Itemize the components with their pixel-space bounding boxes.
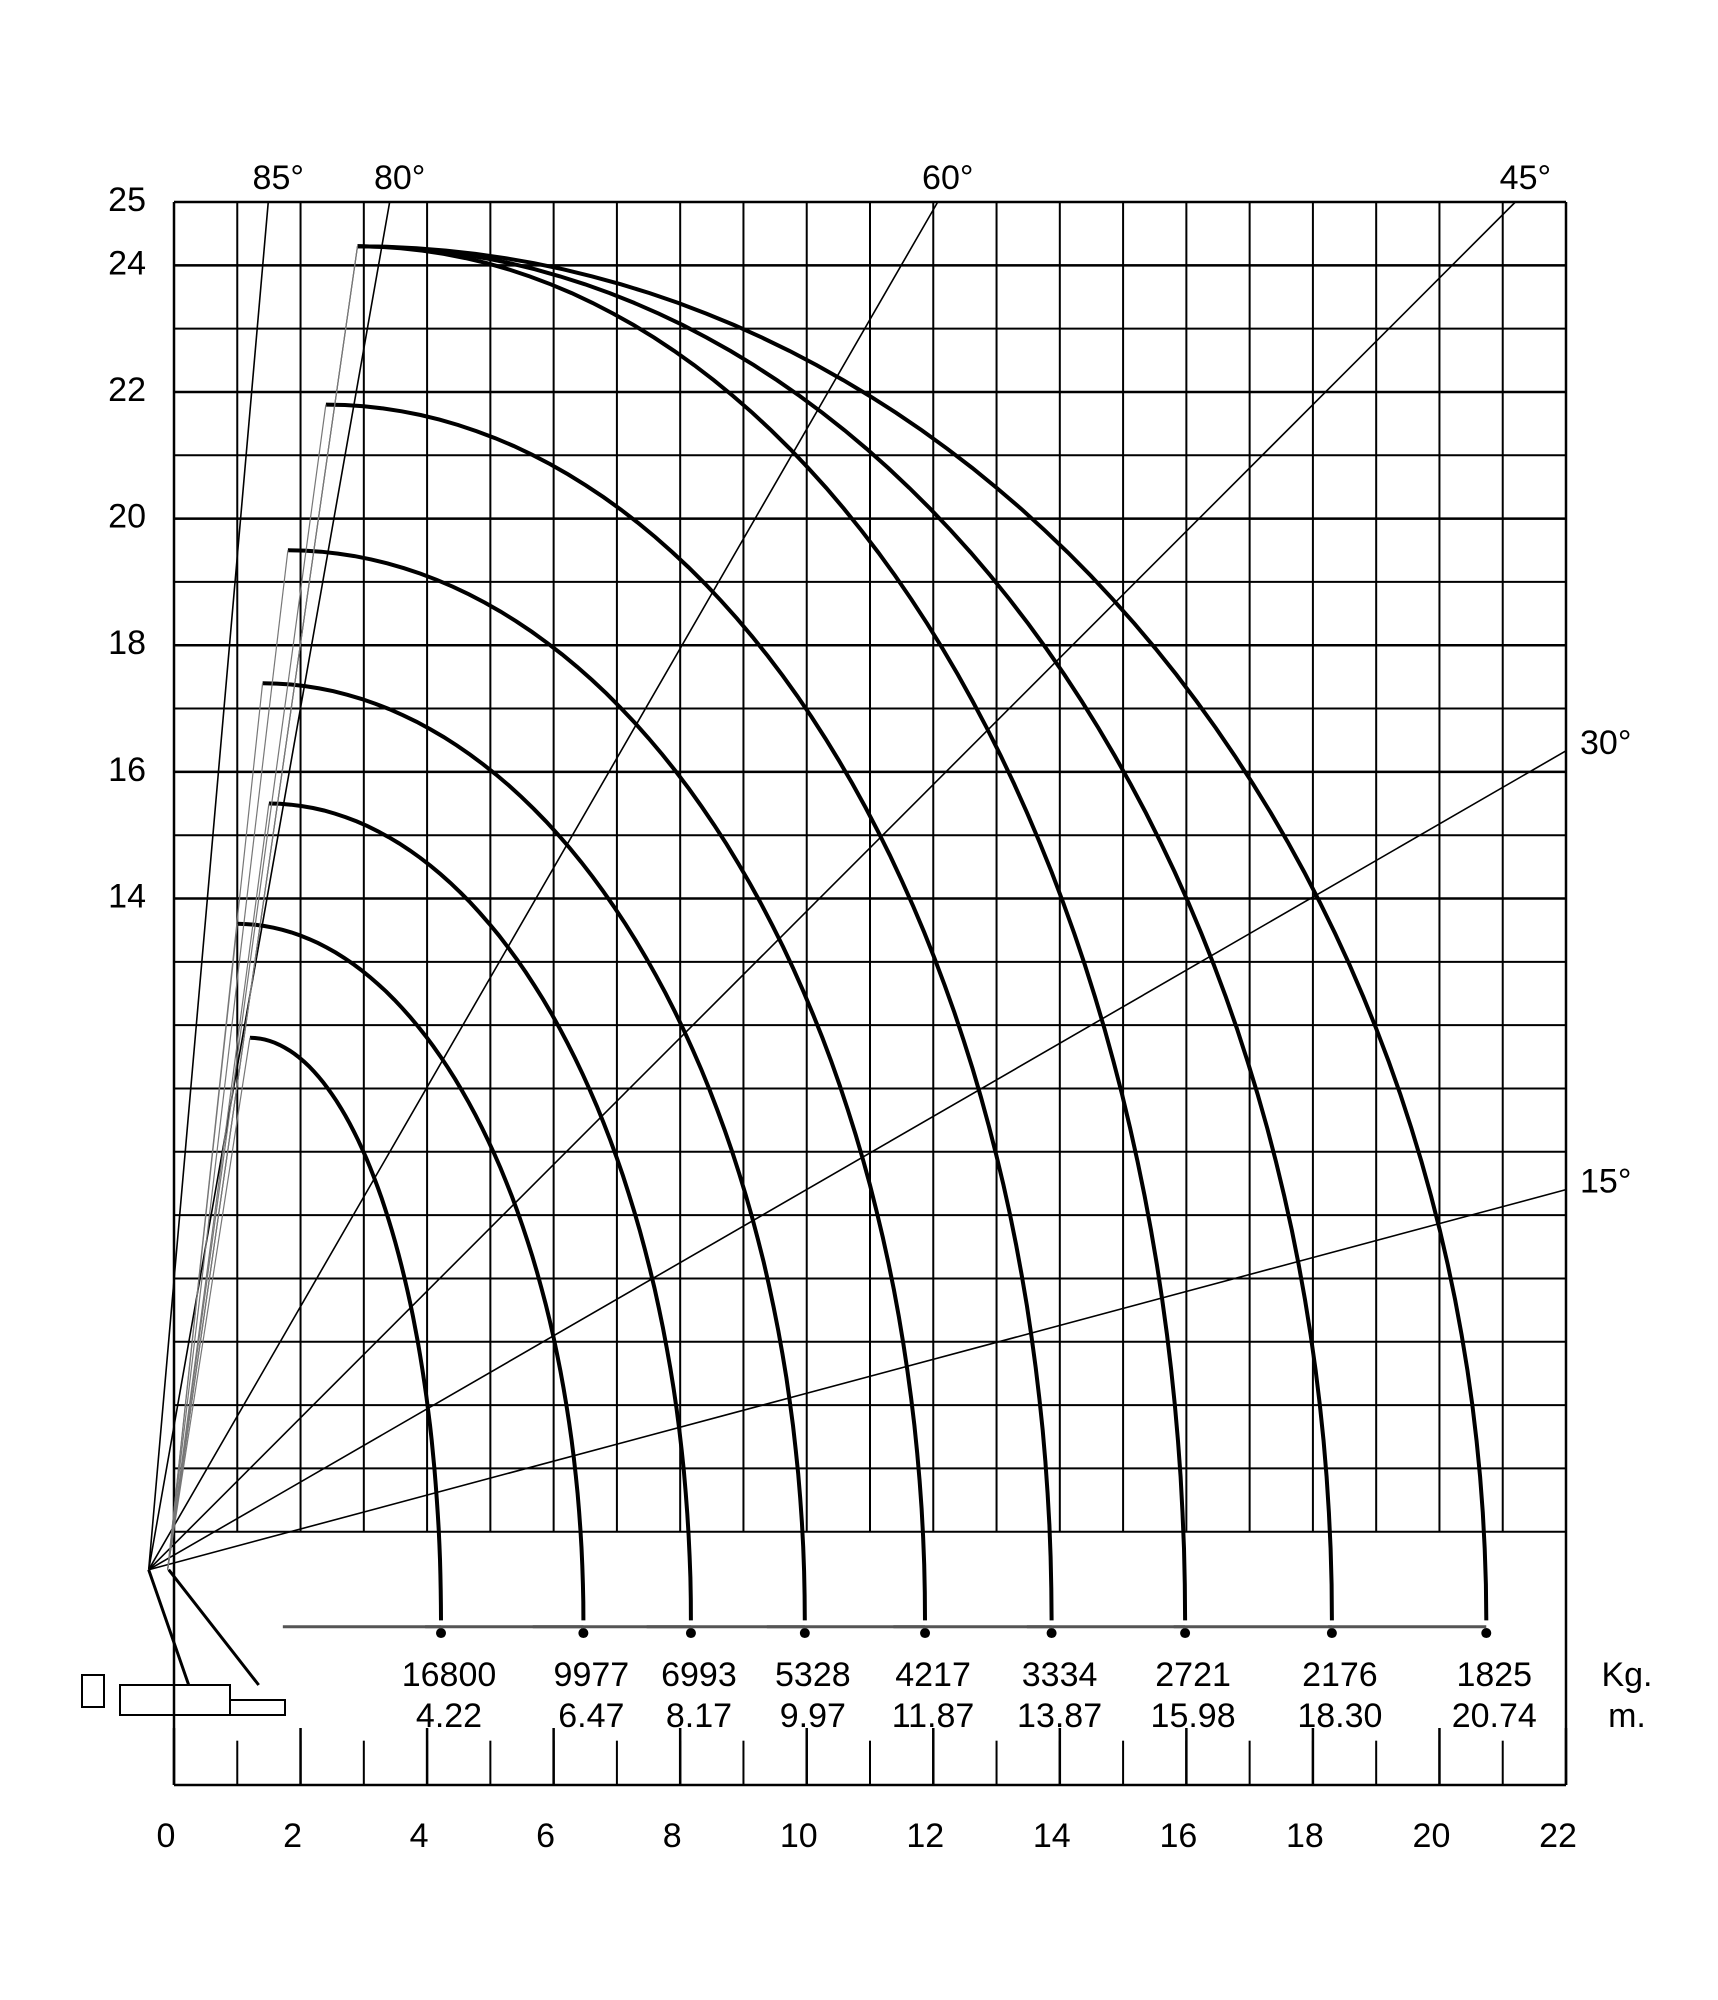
load-label: 2176: [1302, 1656, 1378, 1694]
capacity-curve: [357, 244, 1334, 1621]
radius-label: 20.74: [1452, 1697, 1537, 1735]
x-tick-label: 6: [536, 1817, 555, 1855]
x-tick-label: 8: [663, 1817, 682, 1855]
capacity-curve: [268, 801, 693, 1621]
radius-label: 15.98: [1151, 1697, 1236, 1735]
angle-label: 45°: [1500, 159, 1551, 197]
load-point: [1180, 1628, 1191, 1639]
load-label: 3334: [1022, 1656, 1098, 1694]
angle-label: 85°: [253, 159, 304, 197]
load-point: [1046, 1628, 1057, 1639]
load-label: 16800: [402, 1656, 497, 1694]
crane-column: [147, 1568, 260, 1686]
angle-label: 30°: [1580, 724, 1631, 762]
capacity-curve: [249, 1035, 443, 1621]
radius-label: 4.22: [416, 1697, 482, 1735]
load-point: [436, 1628, 447, 1639]
x-tick-label: 0: [157, 1817, 176, 1855]
load-label: 4217: [895, 1656, 971, 1694]
radius-label: 6.47: [558, 1697, 624, 1735]
angle-line: [147, 201, 939, 1571]
angle-line: [148, 750, 1567, 1571]
y-tick-label: 18: [108, 624, 146, 662]
angle-label: 60°: [922, 159, 973, 197]
y-tick-label: 20: [108, 498, 146, 536]
x-tick-label: 20: [1413, 1817, 1451, 1855]
load-point: [1481, 1628, 1492, 1639]
y-tick-label: 14: [108, 878, 146, 916]
x-tick-label: 10: [780, 1817, 818, 1855]
truck-base: [229, 1699, 286, 1716]
load-label: 5328: [775, 1656, 851, 1694]
angle-line: [148, 1188, 1567, 1571]
x-tick-label: 16: [1159, 1817, 1197, 1855]
load-label: 6993: [661, 1656, 737, 1694]
y-tick-label: 16: [108, 751, 146, 789]
x-tick-label: 4: [410, 1817, 429, 1855]
load-point: [799, 1628, 810, 1639]
radius-unit: m.: [1608, 1697, 1646, 1735]
capacity-curve: [237, 921, 586, 1621]
truck-cab: [81, 1674, 105, 1708]
capacity-curve: [262, 681, 807, 1621]
load-unit: Kg.: [1601, 1656, 1652, 1694]
load-point: [920, 1628, 931, 1639]
boom: [167, 404, 327, 1570]
x-tick-label: 12: [906, 1817, 944, 1855]
load-label: 1825: [1456, 1656, 1532, 1694]
load-point: [1326, 1628, 1337, 1639]
load-point: [685, 1628, 696, 1639]
load-label: 2721: [1155, 1656, 1231, 1694]
y-tick-label: 22: [108, 371, 146, 409]
boom: [167, 683, 264, 1570]
radius-label: 9.97: [780, 1697, 846, 1735]
angle-line: [148, 201, 1516, 1571]
x-tick-label: 2: [283, 1817, 302, 1855]
capacity-curve: [357, 244, 1489, 1621]
x-tick-label: 22: [1539, 1817, 1577, 1855]
radius-label: 18.30: [1297, 1697, 1382, 1735]
radius-label: 8.17: [666, 1697, 732, 1735]
radius-label: 11.87: [892, 1697, 975, 1735]
y-tick-label: 24: [108, 244, 146, 282]
angle-label: 80°: [374, 159, 425, 197]
capacity-curve: [287, 548, 927, 1621]
x-tick-label: 14: [1033, 1817, 1071, 1855]
angle-line: [147, 201, 391, 1570]
load-point: [578, 1628, 589, 1639]
boom: [167, 1037, 251, 1570]
y-tick-label: 25: [108, 181, 146, 219]
load-label: 9977: [554, 1656, 630, 1694]
capacity-curve: [325, 402, 1054, 1621]
x-tick-label: 18: [1286, 1817, 1324, 1855]
capacity-curve: [357, 244, 1188, 1621]
angle-label: 15°: [1580, 1163, 1631, 1201]
boom: [167, 550, 289, 1570]
boom: [167, 246, 359, 1570]
radius-label: 13.87: [1017, 1697, 1102, 1735]
angle-line: [147, 201, 270, 1570]
